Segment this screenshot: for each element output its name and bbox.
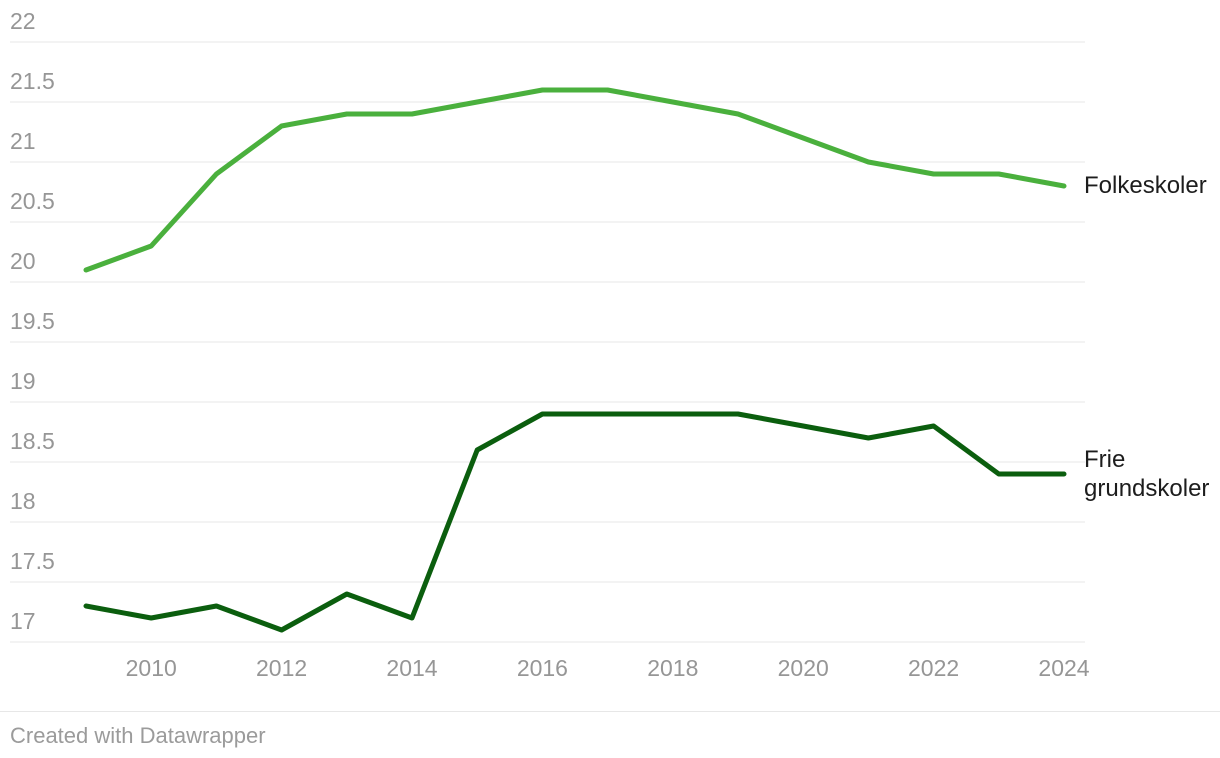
x-tick-label: 2018	[647, 655, 698, 681]
x-tick-label: 2012	[256, 655, 307, 681]
y-tick-label: 21	[10, 128, 36, 154]
x-tick-label: 2010	[126, 655, 177, 681]
y-tick-label: 21.5	[10, 68, 55, 94]
series-label-frie-grundskoler: Frie grundskoler	[1084, 446, 1210, 502]
line-frie-grundskoler	[83, 411, 1067, 633]
footer-separator	[0, 711, 1220, 712]
x-tick-label: 2014	[386, 655, 437, 681]
y-tick-label: 22	[10, 8, 36, 34]
x-tick-label: 2016	[517, 655, 568, 681]
series-label-folkeskoler: Folkeskoler	[1084, 172, 1207, 199]
x-tick-label: 2020	[778, 655, 829, 681]
line-folkeskoler	[83, 87, 1067, 273]
y-tick-label: 18.5	[10, 428, 55, 454]
y-tick-label: 20	[10, 248, 36, 274]
x-tick-label: 2024	[1038, 655, 1089, 681]
y-tick-label: 18	[10, 488, 36, 514]
y-tick-label: 17	[10, 608, 36, 634]
y-tick-label: 17.5	[10, 548, 55, 574]
y-tick-label: 19.5	[10, 308, 55, 334]
y-tick-label: 20.5	[10, 188, 55, 214]
x-tick-label: 2022	[908, 655, 959, 681]
datawrapper-credit: Created with Datawrapper	[10, 723, 266, 748]
y-tick-label: 19	[10, 368, 36, 394]
